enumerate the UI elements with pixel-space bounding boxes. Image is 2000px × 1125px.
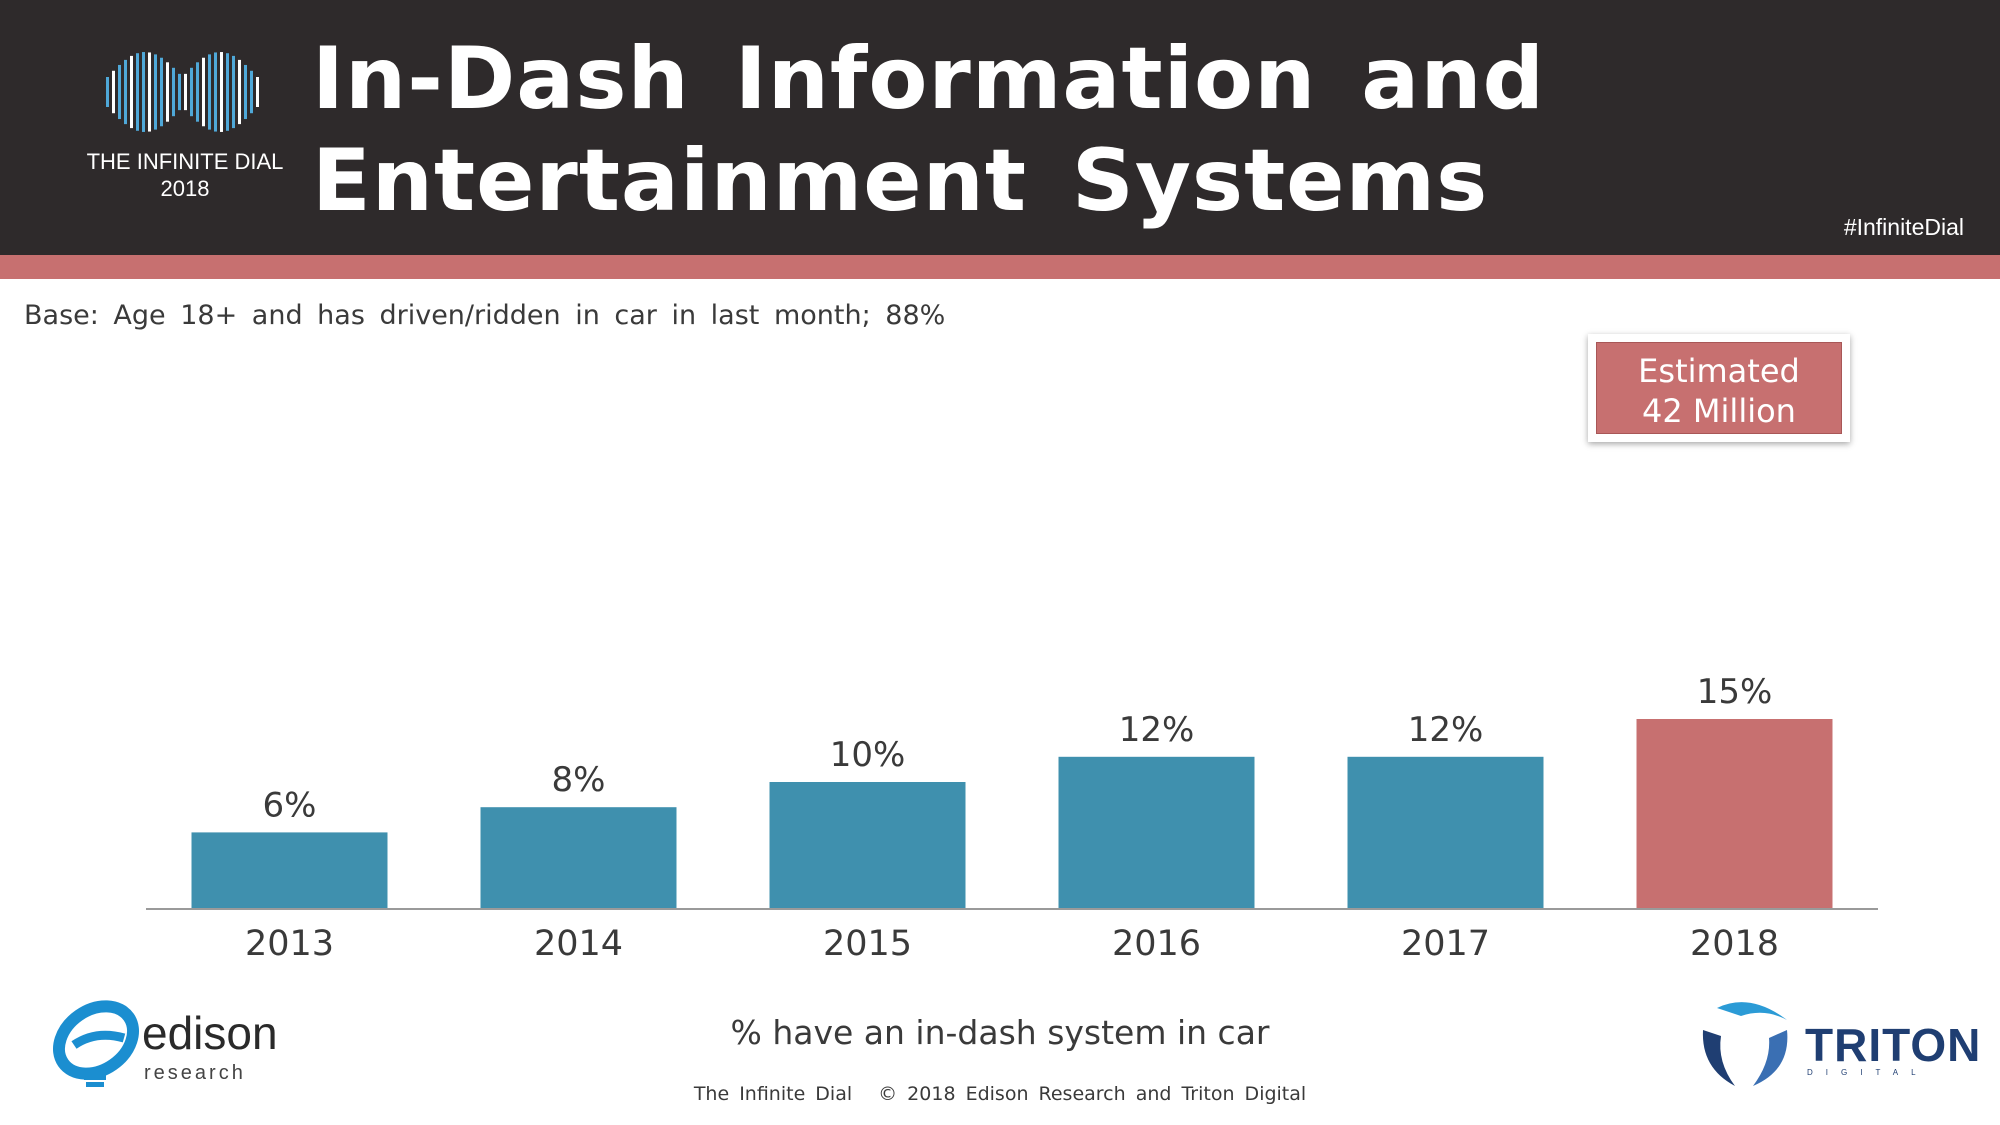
logo-bar [148,52,151,132]
logo-bar [226,53,229,131]
logo-bar [160,57,163,127]
estimate-line1: Estimated [1638,352,1800,390]
estimate-line2: 42 Million [1642,392,1796,430]
logo-bar [112,70,115,114]
logo-bar [178,73,181,111]
x-tick-label-2017: 2017 [1401,924,1490,964]
header-bar: THE INFINITE DIAL 2018 In-Dash Informati… [0,0,2000,255]
logo-bar [124,59,127,125]
logo-bar [256,77,259,107]
x-tick-label-2014: 2014 [534,924,623,964]
logo-bar [184,73,187,111]
logo-bar [142,52,145,132]
estimate-callout: Estimated 42 Million [1588,334,1850,442]
hashtag: #InfiniteDial [1843,214,1964,240]
logo-bar [244,64,247,120]
page-title-line1: In-Dash Information and [312,29,1546,129]
footer-right: © 2018 Edison Research and Triton Digita… [878,1083,1307,1105]
x-tick-label-2013: 2013 [245,924,334,964]
logo-bar [118,64,121,120]
footer-left: The Infinite Dial [693,1083,853,1105]
logo-bar [172,67,175,117]
logo-bar [250,70,253,114]
bar-chart: 6% 2013 8% 2014 10% 2015 12% 2016 12% 2017 15% 2018 [146,672,1878,964]
data-label-2014: 8% [552,760,606,800]
logo-bar [220,52,223,132]
logo-bar [136,53,139,131]
triton-digital-logo: TRITON DIGITAL [1695,990,1980,1090]
logo-bar [190,67,193,117]
logo-bar [214,52,217,132]
x-tick-label-2016: 2016 [1112,924,1201,964]
data-label-2018: 15% [1697,672,1773,712]
header-accent-stripe [0,255,2000,279]
data-label-2016: 12% [1119,710,1195,750]
edison-name: edison [142,1007,278,1059]
edison-bulb-icon [52,1000,140,1087]
triton-name: TRITON [1805,1019,1982,1071]
page-title: In-Dash Information and Entertainment Sy… [312,28,1712,232]
infinite-dial-logo: THE INFINITE DIAL 2018 [80,45,290,215]
bar-2013 [191,832,388,908]
data-label-2015: 10% [830,735,906,775]
logo-bar [196,62,199,122]
chart-caption: % have an in-dash system in car [730,1013,1270,1052]
estimate-callout-inner: Estimated 42 Million [1596,342,1842,434]
bar-2016 [1058,756,1255,908]
logo-caption: THE INFINITE DIAL 2018 [80,148,290,202]
triton-swirl-icon [1702,1002,1788,1086]
logo-bar [232,55,235,129]
logo-bar [202,57,205,127]
bar-2015 [769,782,966,908]
infinite-dial-logo-icon [106,52,259,132]
edison-research-logo: edison research [44,990,304,1090]
footer: The Infinite Dial © 2018 Edison Research … [0,1083,2000,1105]
page-title-line2: Entertainment Systems [312,131,1489,231]
logo-bar [238,59,241,125]
bar-2018 [1636,719,1833,908]
logo-caption-line2: 2018 [160,176,210,201]
logo-bar [166,62,169,122]
bar-2017 [1347,756,1544,908]
data-label-2013: 6% [263,785,317,825]
edison-subtitle: research [144,1062,246,1084]
logo-bar [208,54,211,130]
x-tick-label-2015: 2015 [823,924,912,964]
triton-subtitle: DIGITAL [1807,1068,1929,1077]
x-tick-label-2018: 2018 [1690,924,1779,964]
logo-bar [130,55,133,129]
bar-2014 [480,807,677,908]
logo-bar [106,77,109,107]
data-label-2017: 12% [1408,710,1484,750]
logo-bar [154,54,157,130]
base-note: Base: Age 18+ and has driven/ridden in c… [24,300,946,331]
logo-caption-line1: THE INFINITE DIAL [86,149,284,174]
